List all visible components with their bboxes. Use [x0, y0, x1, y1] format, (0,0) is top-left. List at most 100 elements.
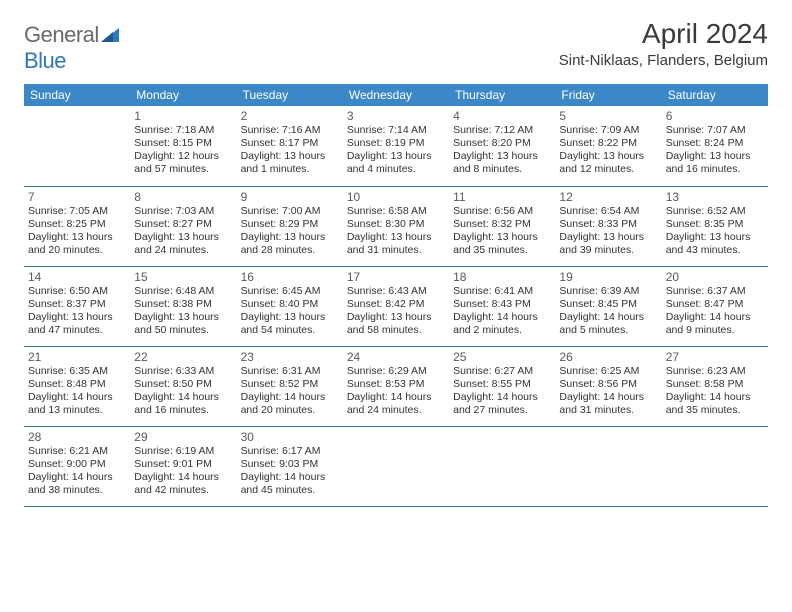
- weekday-header: Wednesday: [343, 84, 449, 106]
- weekday-header: Tuesday: [237, 84, 343, 106]
- day-info: Sunrise: 7:14 AMSunset: 8:19 PMDaylight:…: [347, 124, 445, 177]
- title-block: April 2024 Sint-Niklaas, Flanders, Belgi…: [559, 18, 768, 69]
- calendar-table: SundayMondayTuesdayWednesdayThursdayFrid…: [24, 84, 768, 507]
- day-info: Sunrise: 6:48 AMSunset: 8:38 PMDaylight:…: [134, 285, 232, 338]
- day-number: 5: [559, 109, 657, 123]
- calendar-day: 15Sunrise: 6:48 AMSunset: 8:38 PMDayligh…: [130, 266, 236, 346]
- day-number: 9: [241, 190, 339, 204]
- day-number: 15: [134, 270, 232, 284]
- calendar-day: 23Sunrise: 6:31 AMSunset: 8:52 PMDayligh…: [237, 346, 343, 426]
- day-number: 22: [134, 350, 232, 364]
- calendar-empty: [343, 426, 449, 506]
- day-number: 28: [28, 430, 126, 444]
- day-number: 19: [559, 270, 657, 284]
- day-number: 26: [559, 350, 657, 364]
- day-number: 12: [559, 190, 657, 204]
- calendar-day: 28Sunrise: 6:21 AMSunset: 9:00 PMDayligh…: [24, 426, 130, 506]
- day-number: 14: [28, 270, 126, 284]
- weekday-row: SundayMondayTuesdayWednesdayThursdayFrid…: [24, 84, 768, 106]
- day-number: 29: [134, 430, 232, 444]
- day-info: Sunrise: 7:18 AMSunset: 8:15 PMDaylight:…: [134, 124, 232, 177]
- header: General Blue April 2024 Sint-Niklaas, Fl…: [24, 18, 768, 74]
- day-info: Sunrise: 6:41 AMSunset: 8:43 PMDaylight:…: [453, 285, 551, 338]
- day-number: 8: [134, 190, 232, 204]
- day-number: 21: [28, 350, 126, 364]
- day-info: Sunrise: 7:09 AMSunset: 8:22 PMDaylight:…: [559, 124, 657, 177]
- logo: General Blue: [24, 18, 119, 74]
- day-info: Sunrise: 6:52 AMSunset: 8:35 PMDaylight:…: [666, 205, 764, 258]
- day-info: Sunrise: 6:43 AMSunset: 8:42 PMDaylight:…: [347, 285, 445, 338]
- calendar-day: 6Sunrise: 7:07 AMSunset: 8:24 PMDaylight…: [662, 106, 768, 186]
- day-info: Sunrise: 6:50 AMSunset: 8:37 PMDaylight:…: [28, 285, 126, 338]
- day-info: Sunrise: 6:31 AMSunset: 8:52 PMDaylight:…: [241, 365, 339, 418]
- logo-text: General Blue: [24, 22, 119, 74]
- day-number: 24: [347, 350, 445, 364]
- day-number: 6: [666, 109, 764, 123]
- month-title: April 2024: [559, 18, 768, 50]
- calendar-day: 7Sunrise: 7:05 AMSunset: 8:25 PMDaylight…: [24, 186, 130, 266]
- day-number: 23: [241, 350, 339, 364]
- calendar-day: 9Sunrise: 7:00 AMSunset: 8:29 PMDaylight…: [237, 186, 343, 266]
- calendar-day: 22Sunrise: 6:33 AMSunset: 8:50 PMDayligh…: [130, 346, 236, 426]
- calendar-empty: [24, 106, 130, 186]
- calendar-week: 7Sunrise: 7:05 AMSunset: 8:25 PMDaylight…: [24, 186, 768, 266]
- calendar-week: 21Sunrise: 6:35 AMSunset: 8:48 PMDayligh…: [24, 346, 768, 426]
- day-number: 11: [453, 190, 551, 204]
- day-info: Sunrise: 6:54 AMSunset: 8:33 PMDaylight:…: [559, 205, 657, 258]
- day-number: 1: [134, 109, 232, 123]
- day-info: Sunrise: 6:23 AMSunset: 8:58 PMDaylight:…: [666, 365, 764, 418]
- calendar-day: 27Sunrise: 6:23 AMSunset: 8:58 PMDayligh…: [662, 346, 768, 426]
- calendar-day: 2Sunrise: 7:16 AMSunset: 8:17 PMDaylight…: [237, 106, 343, 186]
- calendar-day: 16Sunrise: 6:45 AMSunset: 8:40 PMDayligh…: [237, 266, 343, 346]
- calendar-day: 4Sunrise: 7:12 AMSunset: 8:20 PMDaylight…: [449, 106, 555, 186]
- day-info: Sunrise: 6:25 AMSunset: 8:56 PMDaylight:…: [559, 365, 657, 418]
- calendar-day: 5Sunrise: 7:09 AMSunset: 8:22 PMDaylight…: [555, 106, 661, 186]
- calendar-week: 28Sunrise: 6:21 AMSunset: 9:00 PMDayligh…: [24, 426, 768, 506]
- day-info: Sunrise: 6:33 AMSunset: 8:50 PMDaylight:…: [134, 365, 232, 418]
- calendar-head: SundayMondayTuesdayWednesdayThursdayFrid…: [24, 84, 768, 106]
- weekday-header: Friday: [555, 84, 661, 106]
- day-number: 2: [241, 109, 339, 123]
- day-info: Sunrise: 6:45 AMSunset: 8:40 PMDaylight:…: [241, 285, 339, 338]
- calendar-day: 19Sunrise: 6:39 AMSunset: 8:45 PMDayligh…: [555, 266, 661, 346]
- calendar-day: 1Sunrise: 7:18 AMSunset: 8:15 PMDaylight…: [130, 106, 236, 186]
- calendar-day: 25Sunrise: 6:27 AMSunset: 8:55 PMDayligh…: [449, 346, 555, 426]
- calendar-day: 13Sunrise: 6:52 AMSunset: 8:35 PMDayligh…: [662, 186, 768, 266]
- calendar-day: 20Sunrise: 6:37 AMSunset: 8:47 PMDayligh…: [662, 266, 768, 346]
- day-info: Sunrise: 6:19 AMSunset: 9:01 PMDaylight:…: [134, 445, 232, 498]
- day-number: 7: [28, 190, 126, 204]
- calendar-empty: [449, 426, 555, 506]
- day-info: Sunrise: 6:17 AMSunset: 9:03 PMDaylight:…: [241, 445, 339, 498]
- calendar-day: 11Sunrise: 6:56 AMSunset: 8:32 PMDayligh…: [449, 186, 555, 266]
- logo-word-general: General: [24, 22, 99, 47]
- calendar-day: 29Sunrise: 6:19 AMSunset: 9:01 PMDayligh…: [130, 426, 236, 506]
- calendar-day: 3Sunrise: 7:14 AMSunset: 8:19 PMDaylight…: [343, 106, 449, 186]
- calendar-week: 14Sunrise: 6:50 AMSunset: 8:37 PMDayligh…: [24, 266, 768, 346]
- day-info: Sunrise: 7:00 AMSunset: 8:29 PMDaylight:…: [241, 205, 339, 258]
- weekday-header: Thursday: [449, 84, 555, 106]
- day-number: 18: [453, 270, 551, 284]
- location-text: Sint-Niklaas, Flanders, Belgium: [559, 52, 768, 69]
- logo-word-blue: Blue: [24, 48, 66, 73]
- day-number: 20: [666, 270, 764, 284]
- calendar-day: 12Sunrise: 6:54 AMSunset: 8:33 PMDayligh…: [555, 186, 661, 266]
- calendar-empty: [662, 426, 768, 506]
- day-number: 16: [241, 270, 339, 284]
- day-info: Sunrise: 6:37 AMSunset: 8:47 PMDaylight:…: [666, 285, 764, 338]
- day-number: 17: [347, 270, 445, 284]
- weekday-header: Sunday: [24, 84, 130, 106]
- calendar-day: 30Sunrise: 6:17 AMSunset: 9:03 PMDayligh…: [237, 426, 343, 506]
- calendar-day: 8Sunrise: 7:03 AMSunset: 8:27 PMDaylight…: [130, 186, 236, 266]
- calendar-day: 14Sunrise: 6:50 AMSunset: 8:37 PMDayligh…: [24, 266, 130, 346]
- day-info: Sunrise: 7:07 AMSunset: 8:24 PMDaylight:…: [666, 124, 764, 177]
- day-info: Sunrise: 7:03 AMSunset: 8:27 PMDaylight:…: [134, 205, 232, 258]
- day-info: Sunrise: 7:05 AMSunset: 8:25 PMDaylight:…: [28, 205, 126, 258]
- day-info: Sunrise: 7:16 AMSunset: 8:17 PMDaylight:…: [241, 124, 339, 177]
- day-info: Sunrise: 6:58 AMSunset: 8:30 PMDaylight:…: [347, 205, 445, 258]
- calendar-week: 1Sunrise: 7:18 AMSunset: 8:15 PMDaylight…: [24, 106, 768, 186]
- weekday-header: Monday: [130, 84, 236, 106]
- day-number: 4: [453, 109, 551, 123]
- calendar-empty: [555, 426, 661, 506]
- day-info: Sunrise: 6:35 AMSunset: 8:48 PMDaylight:…: [28, 365, 126, 418]
- day-info: Sunrise: 6:27 AMSunset: 8:55 PMDaylight:…: [453, 365, 551, 418]
